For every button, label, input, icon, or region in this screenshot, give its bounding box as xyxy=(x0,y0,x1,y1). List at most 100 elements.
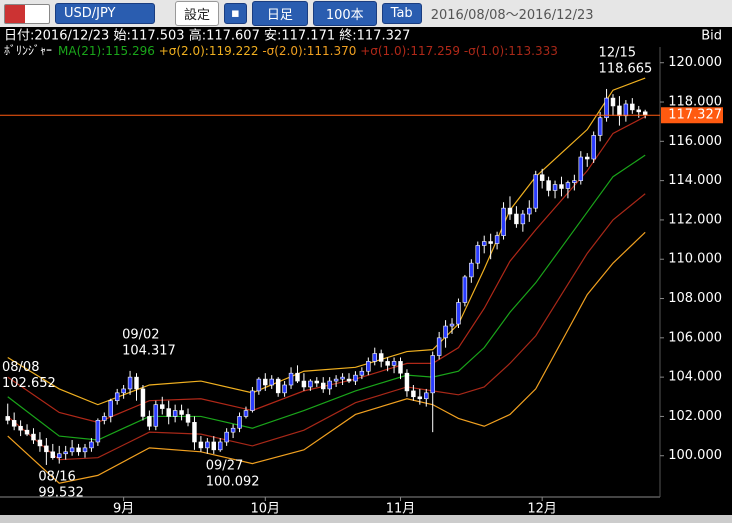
candle-body xyxy=(5,416,10,421)
y-tick-label: 112.000 xyxy=(668,212,722,227)
candle-body xyxy=(430,355,435,394)
candle-body xyxy=(31,433,36,441)
y-tick-label: 118.000 xyxy=(668,95,722,110)
candle-body xyxy=(346,378,352,382)
candle-body xyxy=(520,213,526,225)
candle-body xyxy=(102,416,107,421)
candle-body xyxy=(114,392,120,402)
candle-body xyxy=(527,207,532,215)
candle-body xyxy=(50,451,56,458)
x-tick-label: 11月 xyxy=(386,502,416,517)
candle-body xyxy=(591,135,596,160)
candle-body xyxy=(57,453,62,458)
candle-body xyxy=(481,241,487,246)
candle-body xyxy=(610,97,616,107)
candle-body xyxy=(76,447,81,453)
candle-body xyxy=(172,410,178,417)
candle-body xyxy=(475,245,481,264)
candle-body xyxy=(533,174,538,209)
candle-body xyxy=(37,439,43,447)
last-price: 117.327 xyxy=(668,108,722,123)
candle-body xyxy=(501,207,506,236)
candle-body xyxy=(411,390,416,398)
band-line xyxy=(7,231,646,484)
annotation-date: 09/02 xyxy=(122,327,159,342)
annotation-date: 12/15 xyxy=(599,45,636,60)
y-tick-label: 110.000 xyxy=(668,252,722,267)
candle-body xyxy=(391,361,397,366)
candle-body xyxy=(185,414,191,423)
candle-body xyxy=(205,441,210,449)
y-tick-label: 104.000 xyxy=(668,370,722,385)
info: 日付:2016/12/23 始:117.503 高:117.607 安:117.… xyxy=(4,28,410,44)
flag xyxy=(4,3,50,24)
annotation-value: 104.317 xyxy=(122,343,176,358)
legend-entry: MA(21):115.296 xyxy=(58,44,155,58)
candle-body xyxy=(269,378,274,386)
candle-body xyxy=(308,380,313,388)
annotation-date: 08/16 xyxy=(38,469,75,484)
candle-body xyxy=(121,388,126,394)
candle-body xyxy=(250,390,255,411)
pair[interactable]: USD/JPY xyxy=(55,3,155,24)
legend-entry: -σ(2.0):111.370 xyxy=(262,44,356,58)
candle-body xyxy=(198,441,204,449)
candle-body xyxy=(256,378,262,392)
legend-entry: +σ(1.0):117.259 xyxy=(360,44,460,58)
button[interactable]: 100本 xyxy=(312,1,377,26)
annotation-value: 102.652 xyxy=(2,376,56,391)
price-side: Bid xyxy=(701,29,722,44)
candle-body xyxy=(237,416,242,429)
y-tick-label: 114.000 xyxy=(668,173,722,188)
candle-body xyxy=(314,380,320,384)
x-tick-label: 12月 xyxy=(527,502,557,517)
candle-body xyxy=(443,325,448,339)
y-tick-label: 106.000 xyxy=(668,330,722,345)
band-line xyxy=(7,193,646,461)
candle-body xyxy=(108,400,113,417)
annotation-date: 08/08 xyxy=(2,360,39,375)
candle-body xyxy=(63,451,68,455)
button[interactable]: 設定 xyxy=(175,1,220,26)
candle-body xyxy=(604,97,609,119)
candle-body xyxy=(217,441,223,451)
button[interactable]: 日足 xyxy=(251,1,308,26)
candle-body xyxy=(417,396,423,400)
candle-body xyxy=(192,422,197,443)
candle-body xyxy=(147,416,152,427)
candle-body xyxy=(89,441,94,449)
band-line xyxy=(7,116,646,423)
button[interactable]: Tab xyxy=(381,3,422,24)
candle-body xyxy=(456,302,461,325)
toolbar: USD/JPY 設定 ▪ 日足 100本 Tab 2016/08/08～2016… xyxy=(0,0,732,27)
candle-body xyxy=(617,105,622,117)
candle-body xyxy=(82,447,88,453)
candle-body xyxy=(301,380,307,388)
candle-body xyxy=(449,323,455,327)
candle-body xyxy=(366,361,371,372)
candle-body xyxy=(462,276,468,303)
candle-body xyxy=(597,117,603,136)
candle-body xyxy=(18,425,23,431)
candle-body xyxy=(514,213,519,225)
candle-body xyxy=(224,431,229,443)
band-line xyxy=(7,154,646,441)
candle-body xyxy=(127,376,133,390)
icon-button[interactable]: ▪ xyxy=(224,3,247,24)
candle-body xyxy=(211,441,217,451)
scrollbar[interactable] xyxy=(0,515,732,523)
candle-body xyxy=(327,380,332,390)
annotation-date: 09/27 xyxy=(206,458,243,473)
candle-body xyxy=(552,184,558,191)
candle-body xyxy=(372,353,377,362)
candle-body xyxy=(398,361,403,374)
legend: MA(21):115.296 +σ(2.0):119.222 -σ(2.0):1… xyxy=(58,44,558,58)
annotation-value: 118.665 xyxy=(599,61,653,76)
candle-body xyxy=(546,180,551,191)
y-tick-label: 108.000 xyxy=(668,291,722,306)
date-range: 2016/08/08～2016/12/23 xyxy=(430,8,594,23)
y-tick-label: 120.000 xyxy=(668,55,722,70)
candle-body xyxy=(559,184,564,189)
x-tick-label: 9月 xyxy=(113,502,134,517)
annotation-value: 99.532 xyxy=(38,485,84,500)
